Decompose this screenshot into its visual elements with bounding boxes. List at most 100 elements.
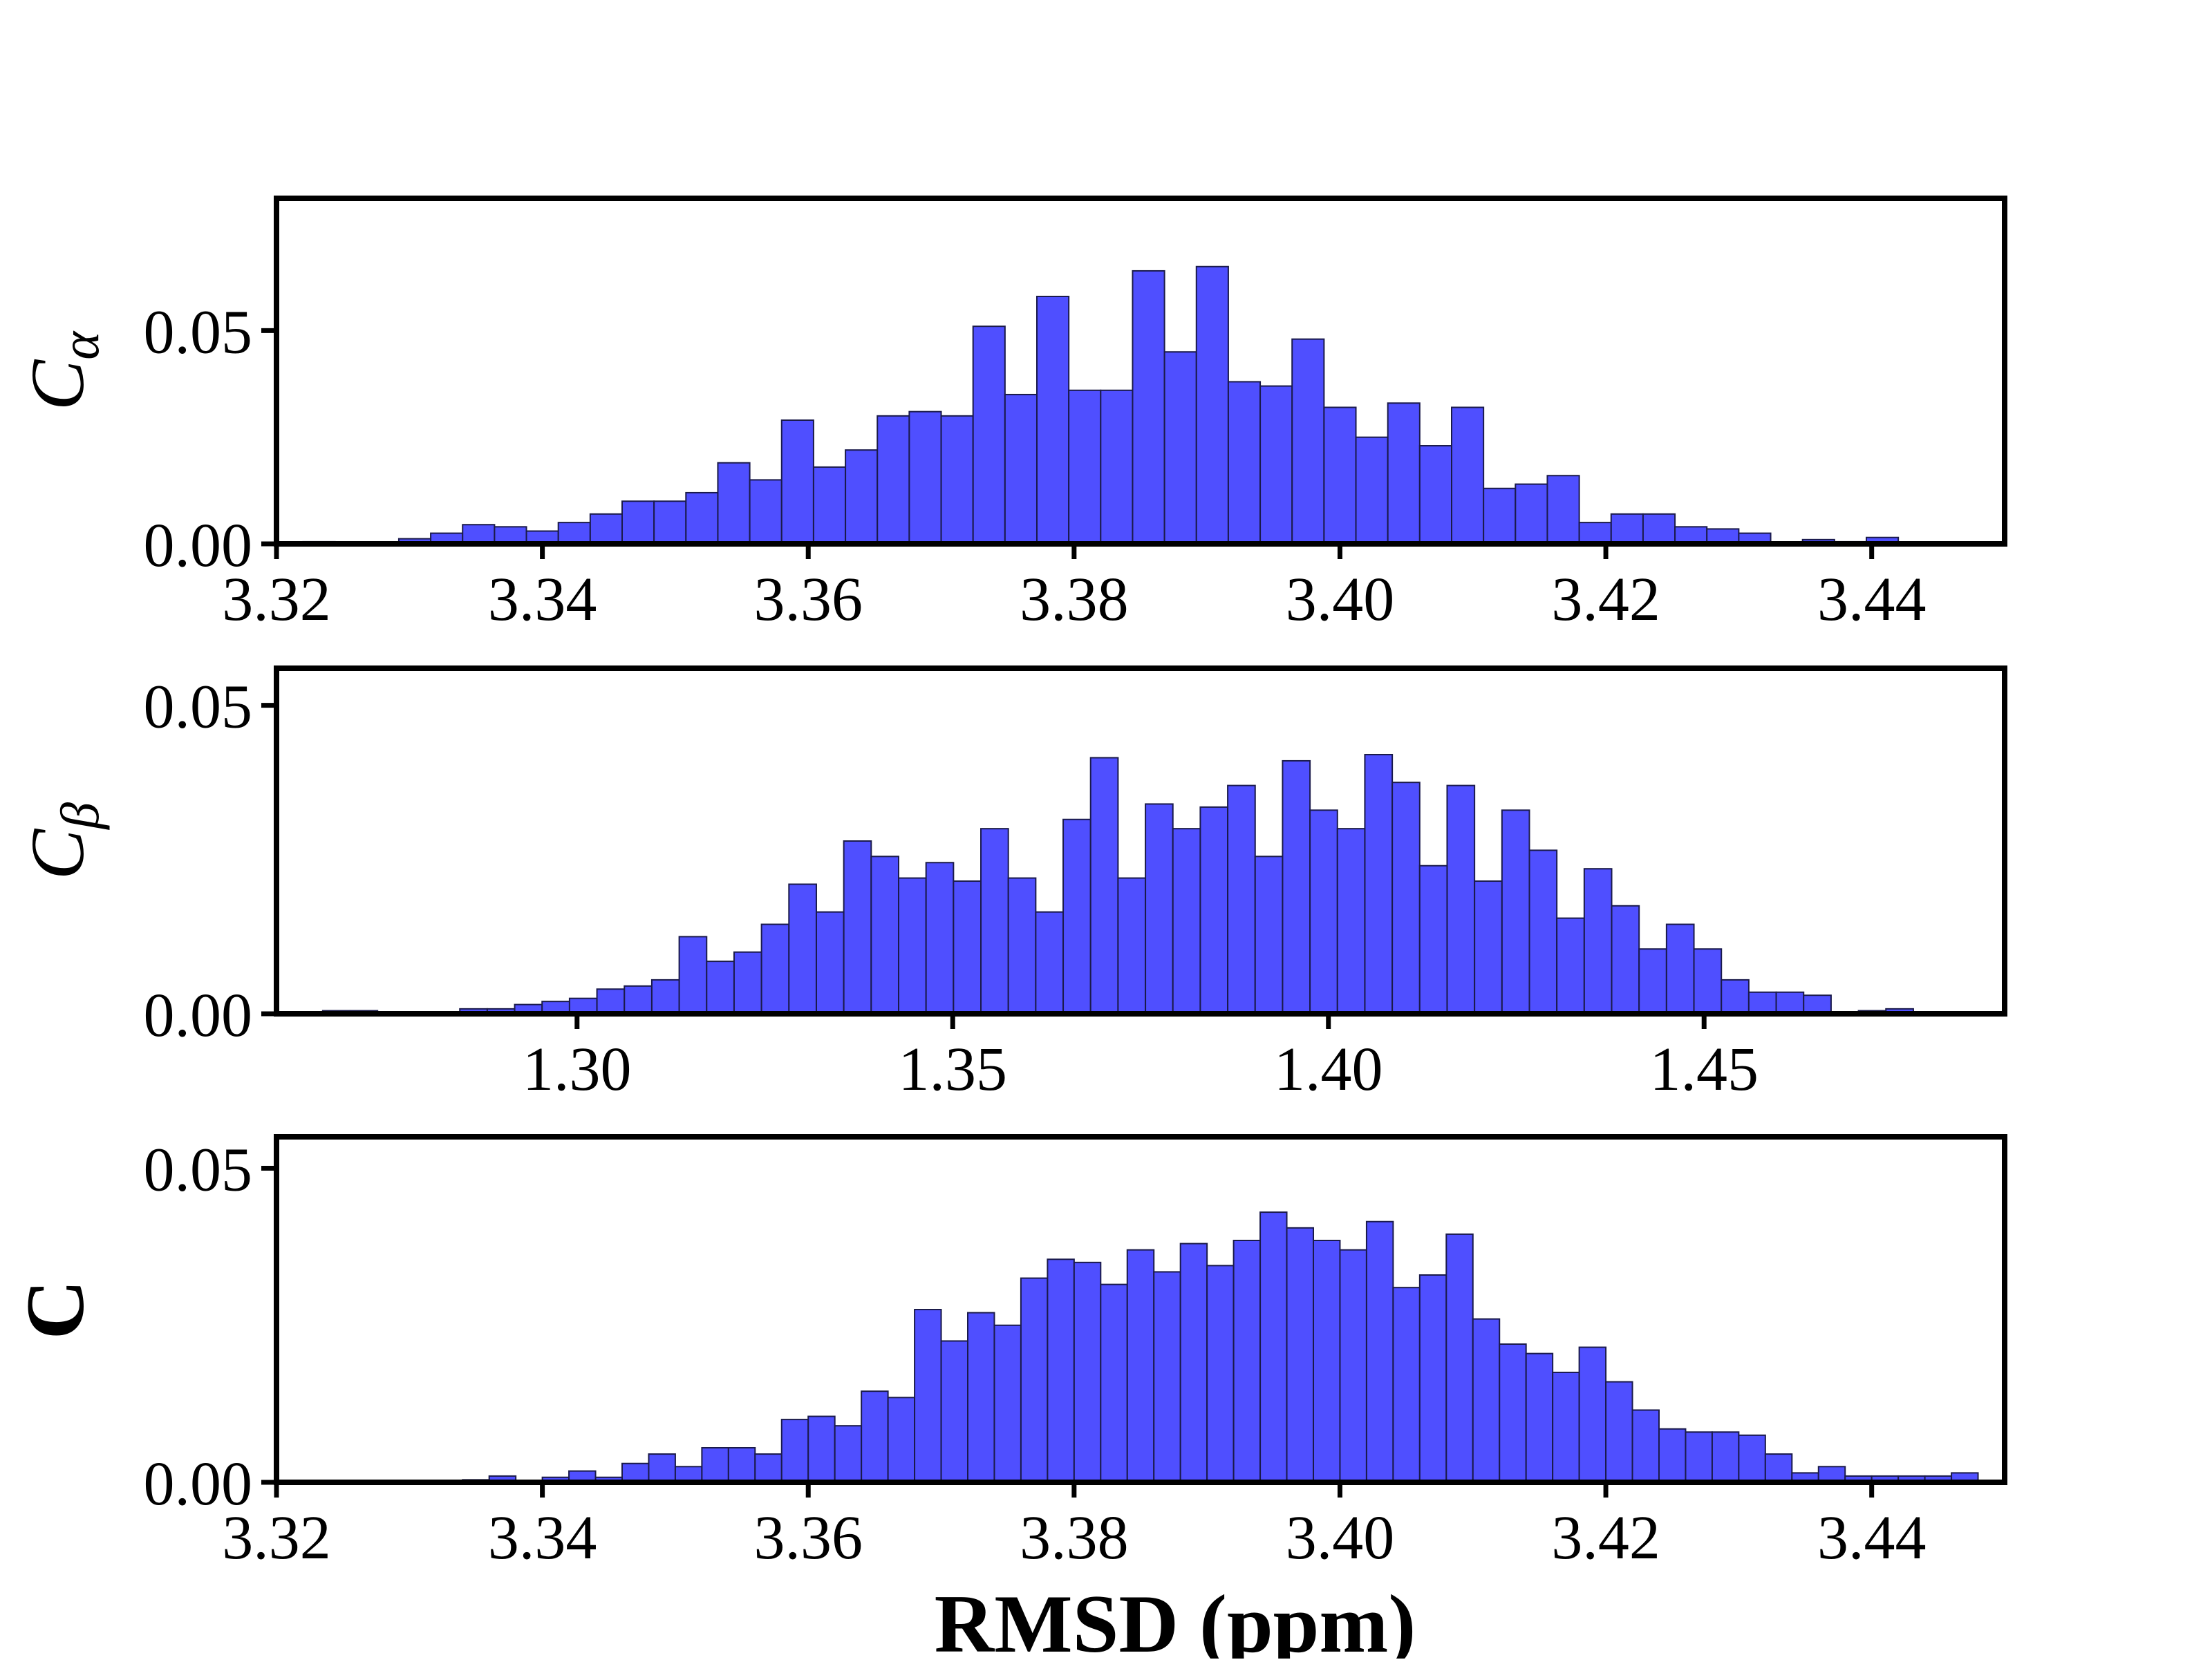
histogram-bar [1738,1434,1766,1483]
x-tick-label: 3.40 [1286,565,1395,634]
histogram-bar [1528,849,1558,1014]
histogram-bar [1605,1381,1633,1483]
histogram-bar [1309,809,1338,1015]
y-tick-label: 0.00 [144,511,253,580]
histogram-bar [1073,1261,1102,1484]
histogram-bar [1445,1233,1474,1483]
histogram-bar [1259,1211,1288,1484]
histogram-bar [1658,1428,1687,1484]
histogram-bar [1313,1240,1341,1483]
x-tick-label: 1.30 [523,1035,632,1104]
histogram-bar [887,1397,916,1483]
histogram-bar [621,1462,650,1484]
histogram-bar [898,877,927,1014]
x-tick-label: 3.44 [1817,565,1927,634]
histogram-bar [953,880,982,1015]
histogram-bar [1515,483,1548,545]
y-axis-label-subscript: α [50,330,110,360]
histogram-bar [1365,1220,1394,1484]
histogram-bar [1501,809,1530,1015]
histogram-bar [1556,917,1585,1015]
histogram-bar [1525,1352,1554,1483]
histogram-bar [650,979,680,1014]
x-tick-label: 1.40 [1274,1035,1383,1104]
histogram-bar [1446,784,1476,1014]
x-tick-label: 3.40 [1286,1504,1395,1572]
y-tick-label: 0.05 [144,1135,253,1204]
histogram-bar [1286,1227,1314,1484]
histogram-bar [1291,338,1325,545]
y-axis-label-subscript: β [50,802,110,831]
histogram-bar [1499,1343,1527,1483]
y-tick-label: 0.00 [144,981,253,1050]
histogram-bar [1145,803,1174,1015]
histogram-bar [914,1309,942,1483]
histogram-bar [596,988,626,1015]
y-tick-label: 0.05 [144,298,253,366]
histogram-bar [780,419,814,545]
histogram-bar [993,1324,1022,1484]
histogram-bar [589,513,623,545]
histogram-bar [1418,865,1448,1014]
histogram-bar [685,491,719,545]
y-tick-label: 0.05 [144,673,253,742]
histogram-bar [1259,385,1293,545]
x-tick-label: 3.44 [1817,1504,1927,1572]
histogram-bar [621,500,655,545]
histogram-bar [807,1415,836,1483]
histogram-bar [940,415,974,545]
histogram-bar [1693,948,1723,1014]
histogram-bar [727,1447,756,1483]
histogram-bar [1483,487,1517,545]
histogram-bar [462,524,496,545]
x-axis-label: RMSD (ppm) [935,1578,1416,1659]
x-tick-label: 3.34 [488,1504,597,1572]
histogram-bar [1007,877,1037,1014]
histogram-bar [624,985,653,1014]
histogram-bar [1578,1346,1607,1483]
x-tick-label: 3.38 [1020,565,1129,634]
histogram-bar [1747,991,1777,1014]
histogram-bar [1100,389,1134,545]
x-tick-label: 3.42 [1551,565,1660,634]
histogram-bar [733,951,762,1014]
histogram-bar [1552,1371,1580,1483]
histogram-bar [980,828,1009,1014]
histogram-bar [1638,948,1667,1014]
histogram-bar [1546,475,1580,545]
histogram-bar [1179,1243,1208,1483]
bars-group [302,265,1900,545]
histogram-bar [1610,513,1644,545]
histogram-bar [1323,406,1357,545]
x-tick-label: 1.35 [899,1035,1008,1104]
axes-frame [274,1134,2007,1485]
x-tick-label: 3.32 [222,565,331,634]
histogram-bar [1583,868,1613,1015]
histogram-bar [940,1340,968,1484]
panel-3: 3.32 3.34 3.36 3.38 3.40 3.42 3.44 0.00 0.05 C RMS… [9,1134,2007,1662]
histogram-bar [780,1419,809,1483]
histogram-bar [1035,911,1065,1015]
histogram-bar [1611,905,1640,1014]
histogram-bar [1392,1287,1421,1483]
histogram-bar [1227,784,1256,1014]
histogram-bar [1418,1274,1447,1483]
histogram-bar [1163,351,1197,545]
histogram-bar [1282,759,1311,1015]
x-tick-label: 3.36 [753,565,863,634]
axes-frame [274,196,2007,547]
y-axis-label: C [9,1280,101,1340]
histogram-bar [1117,877,1147,1014]
histogram-bar [749,479,782,545]
histogram-bar [678,936,708,1014]
histogram-bar [1451,406,1485,545]
histogram-bar [557,522,591,545]
histogram-bar [1036,295,1070,545]
histogram-bar [701,1447,729,1483]
axes-frame [274,665,2007,1017]
x-tick-label: 3.32 [222,1504,331,1572]
x-tick-label: 3.34 [488,565,597,634]
